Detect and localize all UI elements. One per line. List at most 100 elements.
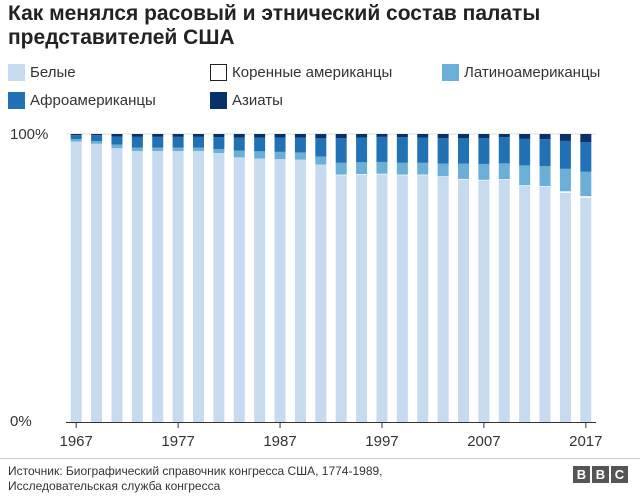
- legend-swatch-hispanic: [442, 63, 459, 81]
- bar-segment-1975-0: [152, 150, 164, 423]
- bbc-logo-letter: B: [573, 466, 590, 483]
- bar-segment-1969-4: [91, 134, 103, 136]
- bar-segment-1977-0: [172, 150, 184, 423]
- bar-segment-2013-1: [539, 186, 551, 187]
- bar-segment-2013-0: [539, 186, 551, 422]
- bar-segment-2011-4: [519, 134, 531, 139]
- legend-swatch-black: [8, 91, 25, 109]
- bar-segment-2009-0: [498, 179, 510, 422]
- bar-segment-1971-4: [111, 134, 123, 137]
- bar-segment-1969-3: [91, 135, 103, 142]
- legend-item-black: Афроамериканцы: [8, 90, 156, 110]
- bar-segment-1981-2: [213, 148, 225, 154]
- bar-segment-1991-3: [315, 138, 327, 157]
- bar-segment-2011-3: [519, 138, 531, 166]
- bar-segment-2005-2: [458, 163, 469, 179]
- bar-segment-2003-0: [437, 176, 449, 422]
- x-tick-label-1977: 1977: [161, 433, 194, 450]
- bar-segment-2013-2: [539, 166, 551, 187]
- legend-item-white: Белые: [8, 62, 76, 82]
- bar-segment-1993-2: [335, 162, 347, 175]
- bar-segment-1987-2: [274, 151, 286, 160]
- bar-segment-2003-1: [437, 176, 449, 177]
- legend-swatch-white: [8, 63, 25, 81]
- bar-segment-1969-2: [91, 141, 103, 144]
- bar-segment-2009-4: [498, 134, 510, 138]
- bar-segment-1987-3: [274, 137, 286, 152]
- bar-segment-2011-1: [519, 185, 531, 186]
- bar-segment-1993-0: [335, 175, 347, 422]
- bar-segment-2013-3: [539, 139, 551, 167]
- bar-segment-1973-3: [131, 136, 143, 148]
- bar-segment-1997-3: [376, 136, 388, 162]
- bar-segment-2017-0: [580, 197, 592, 422]
- bar-segment-1979-4: [193, 134, 204, 137]
- bar-segment-1999-3: [396, 137, 408, 163]
- bar-segment-2003-2: [437, 163, 449, 177]
- bar-segment-1993-4: [335, 134, 347, 139]
- bar-segment-1975-4: [152, 134, 164, 137]
- source-line-1: Источник: Биографический справочник конг…: [8, 464, 383, 478]
- x-tick-label-2007: 2007: [467, 433, 500, 450]
- bar-segment-1991-4: [315, 134, 327, 139]
- y-tick-label-0: 0%: [10, 413, 32, 430]
- bar-segment-1995-2: [356, 162, 368, 175]
- legend-item-hispanic: Латиноамериканцы: [442, 62, 600, 82]
- bar-segment-1987-0: [274, 159, 286, 422]
- bar-segment-1971-2: [111, 144, 123, 149]
- x-tick-label-1997: 1997: [365, 433, 398, 450]
- bar-segment-2017-2: [580, 171, 592, 197]
- y-tick-label-100: 100%: [10, 126, 48, 143]
- bar-segment-1995-1: [356, 174, 368, 175]
- bar-segment-2017-3: [580, 142, 592, 172]
- bar-segment-2005-4: [458, 134, 469, 139]
- source-line-2: Исследовательская служба конгресса: [8, 479, 221, 493]
- bbc-logo-letter: C: [611, 466, 628, 483]
- bar-segment-2009-2: [498, 163, 510, 180]
- bar-segment-2003-4: [437, 134, 449, 139]
- bar-segment-1999-1: [396, 174, 408, 176]
- legend-item-asian: Азиаты: [210, 90, 283, 110]
- bar-segment-2001-0: [417, 175, 429, 422]
- bar-segment-1997-0: [376, 174, 388, 422]
- legend-label-native: Коренные американцы: [232, 63, 393, 81]
- legend-label-white: Белые: [30, 63, 76, 81]
- bar-segment-1971-0: [111, 148, 123, 423]
- bar-segment-1977-3: [172, 136, 184, 148]
- bar-segment-2001-4: [417, 134, 429, 138]
- bar-segment-1997-2: [376, 161, 388, 174]
- bar-segment-2005-0: [458, 179, 469, 422]
- bar-segment-1997-4: [376, 134, 388, 137]
- legend-item-native: Коренные американцы: [210, 62, 392, 82]
- bar-segment-1967-0: [70, 141, 82, 423]
- bar-segment-1983-4: [233, 134, 245, 138]
- bar-segment-1995-3: [356, 137, 368, 163]
- bar-segment-1989-2: [294, 152, 306, 160]
- bar-segment-2015-0: [559, 192, 571, 422]
- bar-segment-2007-2: [478, 163, 490, 180]
- bar-segment-1993-1: [335, 174, 347, 176]
- stacked-bar-chart: 100% 0% 1967 1977 1987 1997 2007 2017: [10, 126, 602, 450]
- bar-segment-2007-4: [478, 134, 490, 139]
- bar-segment-1971-3: [111, 136, 123, 145]
- bar-segment-1985-3: [254, 137, 266, 152]
- bar-segment-1981-4: [213, 134, 225, 138]
- bar-segment-1977-4: [172, 134, 184, 137]
- bar-segment-2009-3: [498, 137, 510, 164]
- bar-segment-1985-2: [254, 151, 266, 159]
- bar-segment-2005-1: [458, 178, 469, 180]
- bar-segment-1979-3: [193, 136, 204, 148]
- bar-segment-1987-4: [274, 134, 286, 138]
- bar-segment-1989-4: [294, 134, 306, 138]
- bar-segment-1975-2: [152, 147, 164, 151]
- bar-segment-1997-1: [376, 173, 388, 175]
- bar-segment-2007-0: [478, 180, 490, 422]
- legend-label-black: Афроамериканцы: [30, 91, 156, 109]
- bar-segment-1977-2: [172, 147, 184, 151]
- bar-segment-2001-1: [417, 174, 429, 176]
- bar-segment-1999-4: [396, 134, 408, 138]
- legend-label-asian: Азиаты: [232, 91, 283, 109]
- footer-divider: [0, 458, 640, 459]
- bar-segment-1967-2: [70, 139, 82, 142]
- bar-segment-2007-3: [478, 138, 490, 164]
